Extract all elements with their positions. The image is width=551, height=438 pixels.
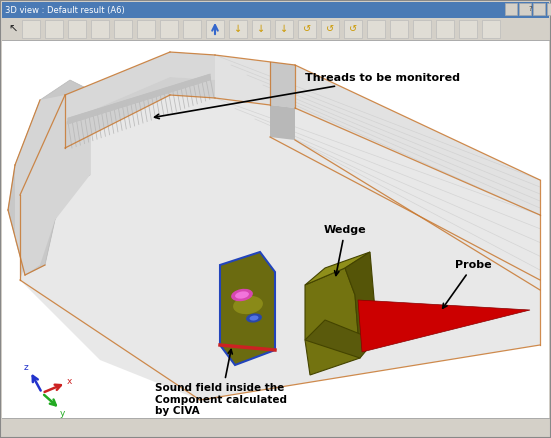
Text: ↓: ↓ bbox=[280, 24, 288, 34]
Text: Probe: Probe bbox=[442, 260, 491, 308]
Text: ↺: ↺ bbox=[303, 24, 311, 34]
Polygon shape bbox=[305, 268, 360, 375]
Polygon shape bbox=[220, 252, 275, 365]
Text: ↺: ↺ bbox=[349, 24, 357, 34]
Polygon shape bbox=[15, 90, 90, 275]
Bar bbox=[2, 18, 549, 40]
Polygon shape bbox=[358, 300, 530, 352]
Polygon shape bbox=[270, 62, 295, 108]
Text: y: y bbox=[60, 409, 64, 417]
Bar bbox=[22, 20, 40, 38]
Text: Threads to be monitored: Threads to be monitored bbox=[155, 73, 460, 119]
Polygon shape bbox=[20, 95, 540, 400]
Polygon shape bbox=[20, 95, 65, 280]
Bar bbox=[413, 20, 431, 38]
Bar bbox=[298, 20, 316, 38]
Ellipse shape bbox=[250, 315, 258, 321]
Polygon shape bbox=[345, 252, 375, 358]
Bar bbox=[505, 3, 517, 15]
Text: ↓: ↓ bbox=[234, 24, 242, 34]
Bar bbox=[482, 20, 500, 38]
Text: Sound field inside the
Component calculated
by CIVA: Sound field inside the Component calcula… bbox=[155, 350, 287, 416]
Bar bbox=[533, 3, 545, 15]
Bar bbox=[229, 20, 247, 38]
Bar bbox=[2, 2, 549, 18]
Bar bbox=[2, 40, 549, 428]
Bar bbox=[68, 20, 86, 38]
Bar bbox=[252, 20, 270, 38]
Ellipse shape bbox=[231, 289, 253, 301]
Text: x: x bbox=[66, 377, 72, 385]
Bar bbox=[183, 20, 201, 38]
Text: ↺: ↺ bbox=[326, 24, 334, 34]
Polygon shape bbox=[65, 52, 215, 148]
Bar bbox=[2, 418, 549, 436]
Bar bbox=[160, 20, 178, 38]
Polygon shape bbox=[20, 52, 540, 215]
Polygon shape bbox=[8, 80, 90, 275]
Text: Wedge: Wedge bbox=[323, 225, 366, 276]
Polygon shape bbox=[65, 77, 215, 148]
Text: z: z bbox=[24, 364, 28, 372]
Polygon shape bbox=[270, 105, 295, 140]
Bar bbox=[137, 20, 155, 38]
Bar bbox=[367, 20, 385, 38]
Bar bbox=[45, 20, 63, 38]
Polygon shape bbox=[305, 252, 370, 285]
Bar bbox=[344, 20, 362, 38]
Text: ↖: ↖ bbox=[8, 25, 18, 35]
Bar bbox=[275, 20, 293, 38]
Text: ↓: ↓ bbox=[257, 24, 265, 34]
Ellipse shape bbox=[246, 314, 262, 323]
Bar bbox=[206, 20, 224, 38]
Bar bbox=[321, 20, 339, 38]
Text: 3D view : Default result (A6): 3D view : Default result (A6) bbox=[5, 6, 125, 14]
Ellipse shape bbox=[235, 291, 249, 299]
Text: ?: ? bbox=[528, 6, 532, 12]
Polygon shape bbox=[305, 320, 375, 358]
Bar bbox=[547, 3, 551, 15]
Polygon shape bbox=[65, 52, 215, 122]
Bar bbox=[91, 20, 109, 38]
Bar bbox=[519, 3, 531, 15]
Bar bbox=[459, 20, 477, 38]
Bar bbox=[114, 20, 132, 38]
Ellipse shape bbox=[233, 296, 263, 314]
Bar bbox=[436, 20, 454, 38]
Bar bbox=[390, 20, 408, 38]
